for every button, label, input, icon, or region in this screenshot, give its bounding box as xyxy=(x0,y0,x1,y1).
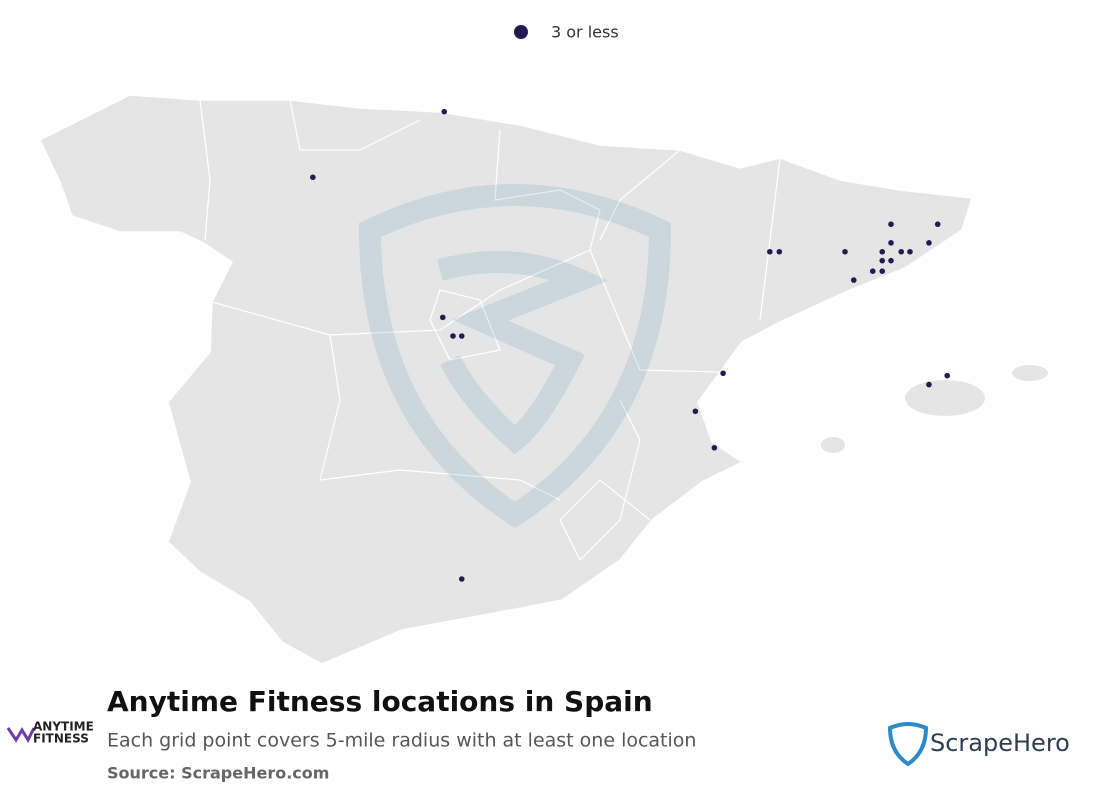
mallorca xyxy=(905,380,985,416)
legend-label: 3 or less xyxy=(551,23,619,42)
brand-icon xyxy=(6,727,36,744)
location-point xyxy=(888,240,894,246)
location-point xyxy=(888,257,894,264)
watermark xyxy=(358,184,672,529)
location-point xyxy=(879,268,886,275)
location-point xyxy=(898,248,905,255)
location-point xyxy=(776,248,783,255)
location-point xyxy=(934,221,941,228)
spain-mainland xyxy=(39,94,973,665)
publisher-logo: ScrapeHero xyxy=(887,722,1070,767)
brand-logo: ANYTIME FITNESS xyxy=(6,720,94,746)
subtitle: Each grid point covers 5-mile radius wit… xyxy=(107,730,696,752)
location-point xyxy=(888,221,894,228)
location-point xyxy=(450,333,456,339)
source: Source: ScrapeHero.com xyxy=(107,764,329,783)
location-point xyxy=(720,370,726,377)
region-borders xyxy=(199,99,781,561)
location-point xyxy=(842,248,848,255)
basemap xyxy=(39,94,1048,665)
location-point xyxy=(458,333,465,339)
location-point xyxy=(692,408,699,415)
location-point xyxy=(458,576,465,582)
location-point xyxy=(926,381,932,388)
legend-marker xyxy=(514,25,528,39)
location-point xyxy=(310,174,316,181)
location-point xyxy=(850,277,857,283)
location-point xyxy=(879,248,886,255)
brand-logo-text: ANYTIME xyxy=(33,720,94,734)
publisher-logo-text: ScrapeHero xyxy=(930,729,1070,757)
location-point xyxy=(879,257,886,264)
location-point xyxy=(907,248,913,255)
location-point xyxy=(711,444,718,451)
location-point xyxy=(944,372,951,379)
menorca xyxy=(1012,365,1048,381)
location-points xyxy=(310,108,951,582)
brand-logo-text: FITNESS xyxy=(33,732,89,746)
ibiza xyxy=(821,437,845,453)
location-point xyxy=(767,248,773,255)
location-point xyxy=(439,314,446,321)
location-point xyxy=(869,268,876,275)
title: Anytime Fitness locations in Spain xyxy=(107,685,653,718)
location-point xyxy=(441,108,448,115)
publisher-icon xyxy=(887,722,929,767)
location-point xyxy=(926,240,932,246)
